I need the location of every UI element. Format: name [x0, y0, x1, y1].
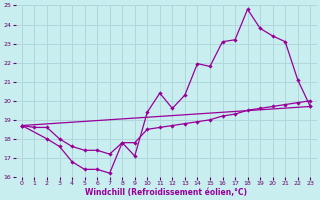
X-axis label: Windchill (Refroidissement éolien,°C): Windchill (Refroidissement éolien,°C)	[85, 188, 247, 197]
